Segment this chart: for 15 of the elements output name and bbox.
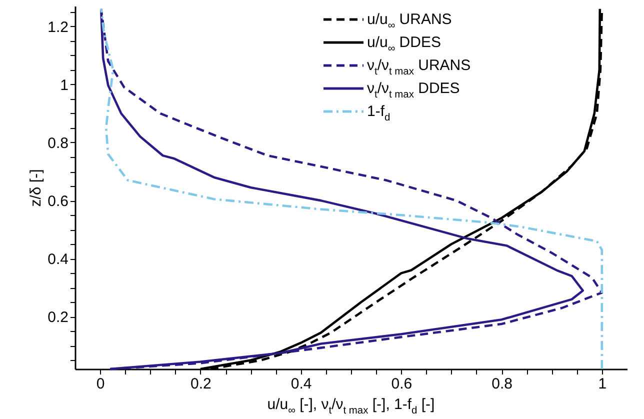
x-tick-label: 0.4 — [290, 376, 312, 392]
y-tick-label: 0.6 — [48, 193, 68, 210]
y-axis-title: z/δ [-] — [28, 169, 45, 207]
y-tick-label: 1 — [60, 76, 68, 94]
x-tick-label: 0.8 — [492, 376, 512, 392]
y-tick-label: 0.4 — [48, 251, 68, 268]
y-tick-label: 0.8 — [48, 134, 68, 152]
y-tick-label: 1.2 — [48, 18, 68, 36]
x-tick-label: 0.6 — [391, 376, 412, 392]
x-tick-label: 0.2 — [190, 376, 212, 392]
legend-label: u/u∞ DDES — [367, 34, 441, 54]
x-tick-label: 1 — [598, 376, 607, 392]
y-tick-label: 0.2 — [48, 309, 68, 326]
x-tick-label: 0 — [96, 376, 105, 392]
legend-label: u/u∞ URANS — [367, 11, 452, 32]
